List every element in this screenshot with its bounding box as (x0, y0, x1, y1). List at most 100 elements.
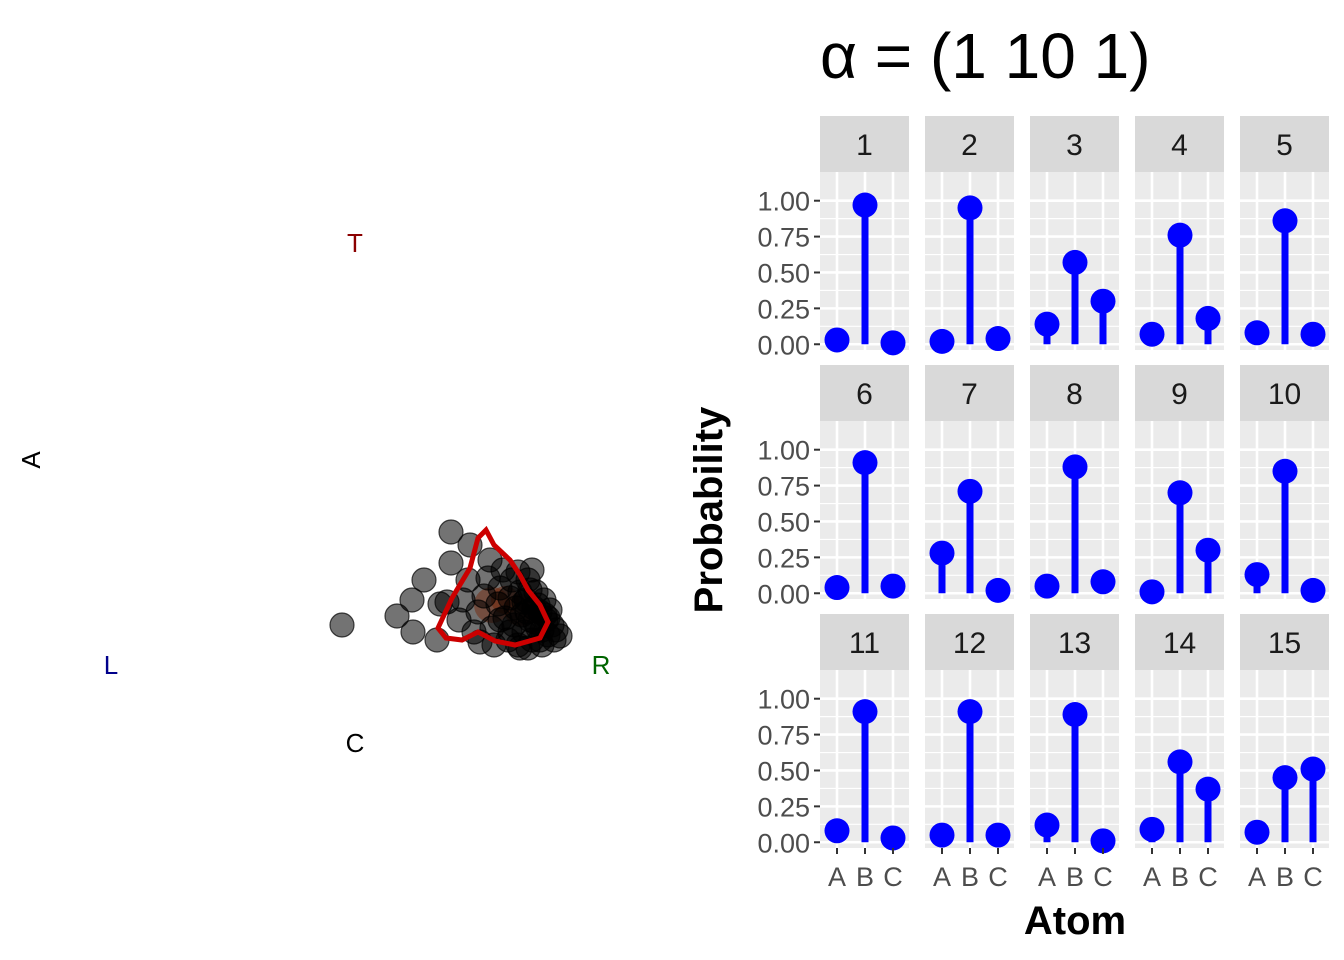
facet-panel-10: 10 (1240, 365, 1329, 603)
lollipop-point (1139, 321, 1165, 347)
lollipop-point (852, 699, 878, 725)
lollipop-point (1062, 249, 1088, 275)
y-tick-label: 0.50 (757, 756, 810, 786)
facet-strip-label: 5 (1276, 129, 1293, 162)
lollipop-point (824, 818, 850, 844)
y-tick-label: 0.75 (757, 721, 810, 751)
lollipop-point (852, 450, 878, 476)
facet-strip (820, 116, 909, 172)
side-label: A (16, 451, 46, 469)
x-tick-label: B (856, 862, 874, 892)
lollipop-point (1244, 320, 1270, 346)
facet-strip (1030, 116, 1119, 172)
lollipop-point (1167, 480, 1193, 506)
facet-strip (925, 614, 1014, 670)
lollipop-point (880, 825, 906, 851)
facet-panel-4: 4 (1135, 116, 1224, 350)
y-tick-label: 1.00 (757, 187, 810, 217)
sample-point (541, 627, 567, 653)
lollipop-point (1300, 321, 1326, 347)
facet-strip (1030, 614, 1119, 670)
x-tick-label: C (1093, 862, 1113, 892)
lollipop-point (1300, 577, 1326, 603)
facet-strip-label: 7 (961, 378, 978, 411)
facet-strip-label: 4 (1171, 129, 1188, 162)
lollipop-point (1272, 458, 1298, 484)
x-tick-label: B (1171, 862, 1189, 892)
sample-point (438, 519, 464, 545)
facet-panel-15: 15 A B C (1240, 614, 1329, 892)
facet-strip (925, 116, 1014, 172)
ternary-plot: T L R C A (16, 228, 611, 758)
y-tick-label: 0.00 (757, 579, 810, 609)
x-tick-label: A (828, 862, 846, 892)
y-tick-label: 0.25 (757, 792, 810, 822)
x-tick-label: C (1303, 862, 1323, 892)
facet-strip-label: 14 (1163, 627, 1196, 660)
facet-panel-1: 1 0.00 0.25 0.50 0.75 1.00 (757, 116, 909, 360)
lollipop-point (1034, 573, 1060, 599)
lollipop-point (1034, 311, 1060, 337)
facet-panel-5: 5 (1240, 116, 1329, 350)
vertex-label-bottom: C (346, 728, 365, 758)
sample-point (487, 607, 513, 633)
y-tick-label: 0.50 (757, 507, 810, 537)
facet-panel-7: 7 (925, 365, 1014, 603)
vertex-label-left: L (104, 650, 118, 680)
facet-strip (925, 365, 1014, 421)
x-tick-label: A (933, 862, 951, 892)
lollipop-point (880, 573, 906, 599)
facet-strip-label: 9 (1171, 378, 1188, 411)
facet-panel-14: 14 A B C (1135, 614, 1224, 892)
lollipop-point (852, 192, 878, 218)
density-contour (435, 525, 551, 648)
x-tick-label: A (1143, 862, 1161, 892)
sample-point (411, 567, 437, 593)
lollipop-point (824, 575, 850, 601)
facet-strip-label: 1 (856, 129, 873, 162)
x-tick-label: A (1038, 862, 1056, 892)
x-tick-label: C (988, 862, 1008, 892)
facet-strip-label: 3 (1066, 129, 1083, 162)
facet-panel-13: 13 A B C (1030, 614, 1119, 892)
lollipop-point (1195, 776, 1221, 802)
facet-strip-label: 12 (953, 627, 986, 660)
lollipop-point (1090, 828, 1116, 854)
facet-strip (1135, 116, 1224, 172)
x-axis-title: Atom (1024, 899, 1126, 943)
lollipop-point (929, 822, 955, 848)
lollipop-point (1090, 569, 1116, 595)
x-tick-label: A (1248, 862, 1266, 892)
lollipop-point (1244, 562, 1270, 588)
lollipop-point (1300, 756, 1326, 782)
facet-strip (820, 365, 909, 421)
lollipop-point (1062, 454, 1088, 480)
y-tick-label: 0.75 (757, 472, 810, 502)
y-tick-label: 0.25 (757, 294, 810, 324)
facet-strip-label: 8 (1066, 378, 1083, 411)
facet-strip (1240, 116, 1329, 172)
y-tick-label: 0.50 (757, 258, 810, 288)
lollipop-point (1034, 812, 1060, 838)
y-tick-label: 0.00 (757, 828, 810, 858)
lollipop-point (1139, 579, 1165, 605)
vertex-label-right: R (592, 650, 611, 680)
facet-strip (820, 614, 909, 670)
y-tick-label: 0.75 (757, 223, 810, 253)
facet-strip (1135, 614, 1224, 670)
lollipop-point (824, 327, 850, 353)
lollipop-point (1195, 537, 1221, 563)
x-tick-label: B (961, 862, 979, 892)
y-tick-label: 1.00 (757, 436, 810, 466)
sample-point (514, 599, 540, 625)
facet-strip (1240, 365, 1329, 421)
vertex-label-top: T (347, 228, 363, 258)
facet-strip (1240, 614, 1329, 670)
lollipop-point (1272, 765, 1298, 791)
lollipop-point (929, 540, 955, 566)
facet-panel-2: 2 (925, 116, 1014, 354)
facet-panel-11: 11 0.00 0.25 0.50 0.75 1.00 A B C (757, 614, 909, 892)
chart-title: α = (1 10 1) (820, 20, 1151, 92)
lollipop-point (985, 326, 1011, 352)
x-tick-label: C (883, 862, 903, 892)
